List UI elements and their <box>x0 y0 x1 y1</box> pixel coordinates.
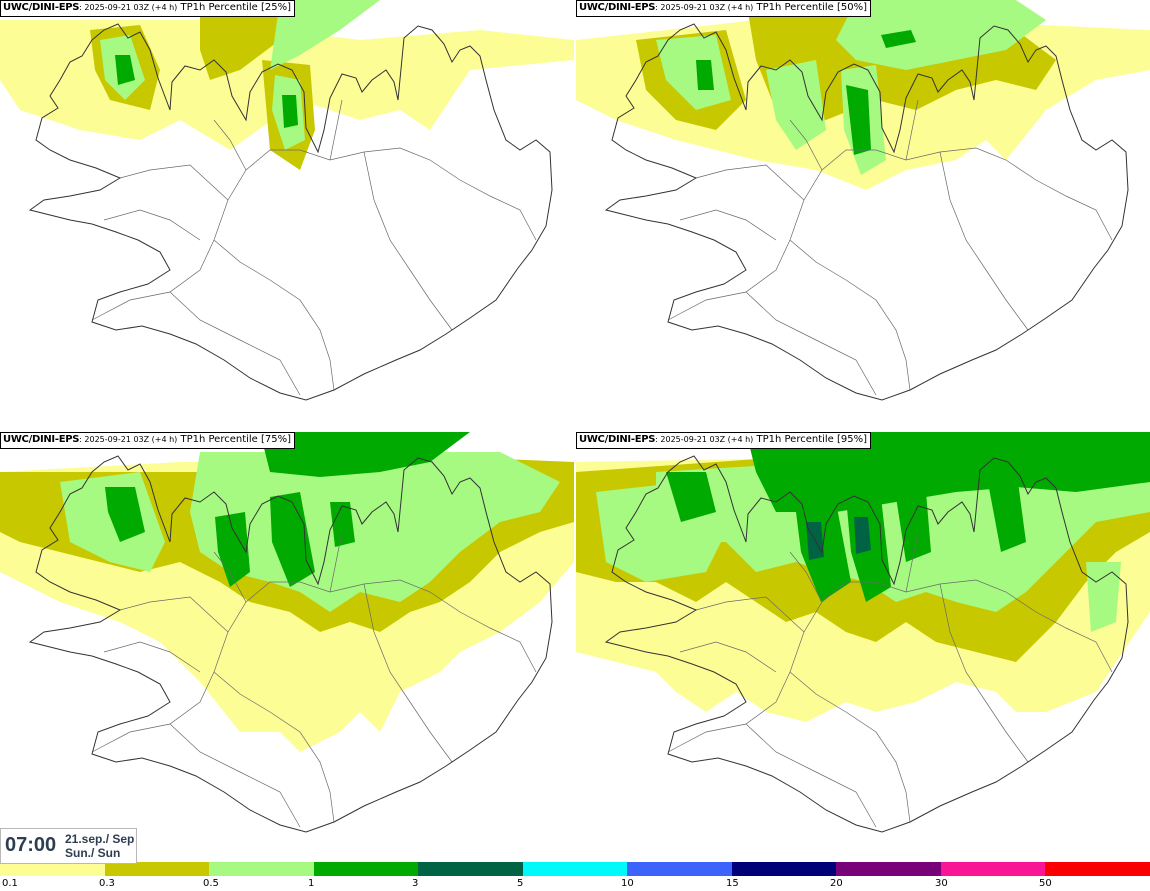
panel-title: UWC/DINI-EPS: 2025-09-21 03Z (+4 h) TP1h… <box>0 0 296 17</box>
roads <box>91 99 537 396</box>
colorbar-segment <box>940 862 1046 876</box>
map-95 <box>576 432 1150 833</box>
map-75 <box>0 432 574 833</box>
colorbar-segment <box>731 862 837 876</box>
precip-area <box>896 492 931 562</box>
precip-area <box>854 517 871 554</box>
valid-date-line1: 21.sep./ Sep <box>65 832 135 846</box>
valid-time-box: 07:00 21.sep./ Sep Sun./ Sun <box>0 828 137 864</box>
colorbar-segment <box>418 862 523 876</box>
colorbar-tick-label: 5 <box>517 878 524 889</box>
precip-area <box>190 452 560 612</box>
colorbar-tick-label: 15 <box>726 878 739 889</box>
colorbar-segment <box>104 862 210 876</box>
precip-area <box>846 85 871 155</box>
coastline <box>604 455 1129 833</box>
roads <box>667 531 1113 828</box>
precip-area <box>260 432 470 477</box>
precip-area <box>1086 562 1121 632</box>
coastline <box>28 455 553 833</box>
precip-area <box>666 472 716 522</box>
colorbar-segment <box>313 862 419 876</box>
panel-95: UWC/DINI-EPS: 2025-09-21 03Z (+4 h) TP1h… <box>576 432 1150 862</box>
roads <box>667 99 1113 396</box>
map-25 <box>0 0 574 401</box>
colorbar-tick-label: 20 <box>830 878 843 889</box>
panel-50: UWC/DINI-EPS: 2025-09-21 03Z (+4 h) TP1h… <box>576 0 1150 430</box>
panel-25: UWC/DINI-EPS: 2025-09-21 03Z (+4 h) TP1h… <box>0 0 574 430</box>
precip-area <box>215 512 250 587</box>
precip-area <box>115 55 135 85</box>
precip-area <box>270 492 315 587</box>
colorbar-segment <box>209 862 314 876</box>
colorbar-tick-label: 1 <box>308 878 315 889</box>
colorbar-tick-label: 0.5 <box>203 878 219 889</box>
colorbar-tick-label: 10 <box>621 878 634 889</box>
precip-area <box>881 30 916 48</box>
precip-area <box>200 0 300 80</box>
valid-date-line2: Sun./ Sun <box>65 846 121 860</box>
valid-date: 21.sep./ Sep Sun./ Sun <box>65 832 134 860</box>
panel-title: UWC/DINI-EPS: 2025-09-21 03Z (+4 h) TP1h… <box>576 0 872 17</box>
colorbar-tick-label: 3 <box>412 878 419 889</box>
colorbar-segment <box>836 862 941 876</box>
precip-area <box>696 60 714 90</box>
panel-title: UWC/DINI-EPS: 2025-09-21 03Z (+4 h) TP1h… <box>0 432 296 449</box>
precip-area <box>270 0 380 70</box>
colorbar-segment <box>627 862 732 876</box>
map-50 <box>576 0 1150 401</box>
panel-title: UWC/DINI-EPS: 2025-09-21 03Z (+4 h) TP1h… <box>576 432 872 449</box>
coastline <box>28 23 553 401</box>
coastline <box>604 23 1129 401</box>
colorbar <box>0 862 1150 876</box>
colorbar-tick-label: 0.1 <box>2 878 18 889</box>
colorbar-segment <box>0 862 105 876</box>
colorbar-segment <box>522 862 628 876</box>
colorbar-tick-label: 50 <box>1039 878 1052 889</box>
precip-area <box>282 95 298 128</box>
precip-area <box>746 432 1150 512</box>
precip-area <box>105 487 145 542</box>
precip-area <box>766 60 826 150</box>
colorbar-segment <box>1045 862 1150 876</box>
colorbar-tick-label: 30 <box>935 878 948 889</box>
precip-area <box>836 0 1046 70</box>
valid-time: 07:00 <box>5 834 57 856</box>
colorbar-ticks: 0.1 0.3 0.5 1 3 5 10 15 20 30 50 <box>0 876 1150 891</box>
roads <box>91 531 537 828</box>
colorbar-tick-label: 0.3 <box>99 878 115 889</box>
panel-75: UWC/DINI-EPS: 2025-09-21 03Z (+4 h) TP1h… <box>0 432 574 862</box>
precip-area <box>656 35 731 110</box>
precip-area <box>330 502 355 547</box>
precip-area <box>986 467 1026 552</box>
precip-area <box>806 522 824 560</box>
